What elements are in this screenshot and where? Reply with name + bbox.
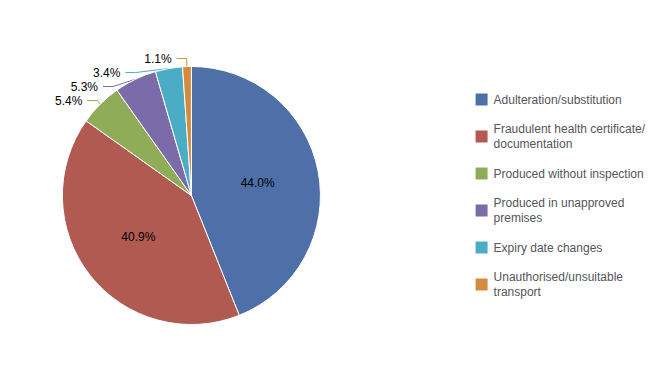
svg-text:Adulteration/substitution: Adulteration/substitution [494,93,622,107]
svg-text:transport: transport [494,285,542,299]
svg-text:premises: premises [494,211,543,225]
svg-text:5.4%: 5.4% [55,94,83,108]
svg-text:Produced in unapproved: Produced in unapproved [494,196,625,210]
svg-text:44.0%: 44.0% [241,176,275,190]
svg-text:Fraudulent health certificate/: Fraudulent health certificate/ [494,122,646,136]
svg-text:3.4%: 3.4% [93,66,121,80]
svg-text:documentation: documentation [494,137,573,151]
svg-text:Expiry date changes: Expiry date changes [494,241,603,255]
svg-text:Produced without inspection: Produced without inspection [494,167,644,181]
svg-text:5.3%: 5.3% [71,80,99,94]
svg-text:Unauthorised/unsuitable: Unauthorised/unsuitable [494,270,624,284]
svg-text:40.9%: 40.9% [121,230,155,244]
svg-text:1.1%: 1.1% [144,52,172,66]
